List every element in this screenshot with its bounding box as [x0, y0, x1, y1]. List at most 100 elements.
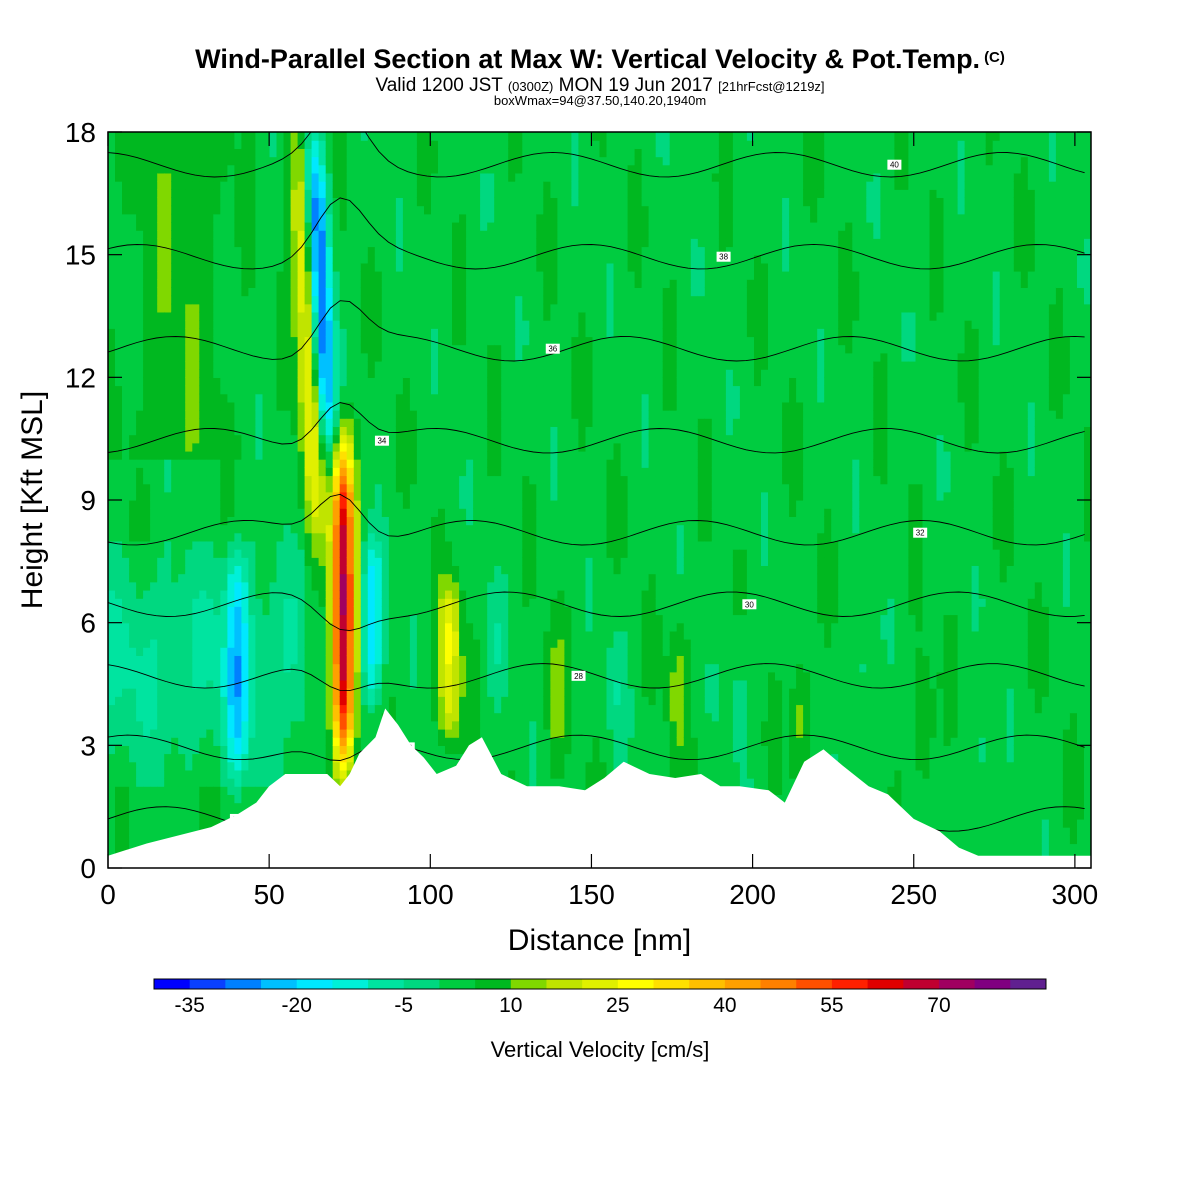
w-cell [388, 688, 397, 697]
w-cell [360, 532, 369, 542]
w-cell [213, 238, 221, 248]
w-cell [122, 295, 130, 305]
w-cell [234, 434, 243, 444]
w-cell [157, 769, 165, 779]
w-cell [178, 254, 186, 264]
w-cell [360, 352, 369, 362]
w-cell [185, 753, 193, 763]
w-cell [255, 761, 264, 771]
w-cell [395, 639, 404, 648]
w-cell [122, 434, 130, 444]
w-cell [262, 148, 271, 158]
w-cell [178, 590, 186, 599]
w-cell [311, 156, 320, 166]
w-cell [220, 761, 228, 771]
w-cell [115, 238, 123, 248]
w-cell [234, 622, 243, 632]
w-cell [297, 311, 306, 321]
w-cell [304, 729, 313, 738]
w-cell [360, 696, 369, 706]
w-cell [388, 320, 397, 329]
w-cell [346, 491, 355, 501]
w-cell [374, 262, 383, 272]
w-cell [459, 483, 467, 493]
w-cell [367, 573, 376, 583]
w-cell [283, 148, 292, 158]
w-cell [395, 663, 404, 673]
w-cell [227, 246, 236, 256]
w-cell [402, 459, 411, 468]
w-cell [157, 679, 165, 689]
w-cell [388, 361, 397, 370]
w-cell [452, 254, 460, 264]
w-cell [199, 230, 207, 239]
w-cell [409, 205, 418, 215]
w-cell [445, 475, 453, 485]
w-cell [283, 508, 292, 517]
w-cell [445, 295, 453, 305]
w-cell [311, 311, 320, 321]
w-cell [143, 393, 151, 403]
w-cell [227, 712, 236, 722]
w-cell [388, 393, 397, 403]
w-cell [136, 835, 144, 845]
w-cell [164, 303, 172, 313]
w-cell [199, 377, 207, 387]
w-cell [115, 540, 123, 550]
w-cell [164, 132, 172, 141]
w-cell [402, 557, 411, 566]
w-cell [122, 753, 130, 763]
w-cell [360, 328, 369, 338]
w-cell [178, 410, 186, 419]
w-cell [445, 647, 453, 656]
valid-time-line: Valid 1200 JST (0300Z) MON 19 Jun 2017 [… [0, 75, 1200, 97]
w-cell [206, 336, 214, 346]
w-cell [150, 369, 158, 378]
w-cell [157, 491, 165, 501]
w-cell [136, 475, 144, 485]
w-cell [276, 622, 285, 632]
w-cell [143, 761, 151, 771]
w-cell [220, 156, 228, 166]
w-cell [311, 140, 320, 149]
w-cell [431, 377, 439, 387]
w-cell [206, 369, 214, 378]
w-cell [290, 352, 299, 362]
w-cell [220, 532, 228, 542]
w-cell [424, 320, 432, 329]
w-cell [304, 581, 313, 591]
w-cell [178, 140, 186, 149]
w-cell [480, 246, 488, 256]
w-cell [466, 442, 474, 452]
w-cell [178, 148, 186, 158]
w-cell [409, 729, 418, 738]
w-cell [325, 532, 334, 542]
w-cell [136, 418, 144, 427]
w-cell [473, 475, 481, 485]
w-cell [115, 336, 123, 346]
w-cell [213, 581, 221, 591]
w-cell [346, 246, 355, 256]
w-cell [487, 222, 495, 231]
w-cell [192, 303, 200, 313]
w-cell [304, 442, 313, 452]
w-cell [220, 786, 228, 795]
w-cell [304, 393, 313, 403]
w-cell [290, 344, 299, 354]
w-cell [185, 238, 193, 248]
w-cell [424, 156, 432, 166]
w-cell [269, 671, 278, 681]
w-cell [157, 401, 165, 411]
w-cell [213, 786, 221, 795]
w-cell [395, 679, 404, 689]
w-cell [353, 344, 362, 354]
w-cell [339, 311, 348, 321]
w-cell [171, 246, 179, 256]
w-cell [431, 295, 439, 305]
w-cell [325, 622, 334, 632]
w-cell [367, 156, 376, 166]
w-cell [374, 655, 383, 665]
w-cell [388, 254, 397, 264]
w-cell [459, 254, 467, 264]
w-cell [381, 671, 390, 681]
